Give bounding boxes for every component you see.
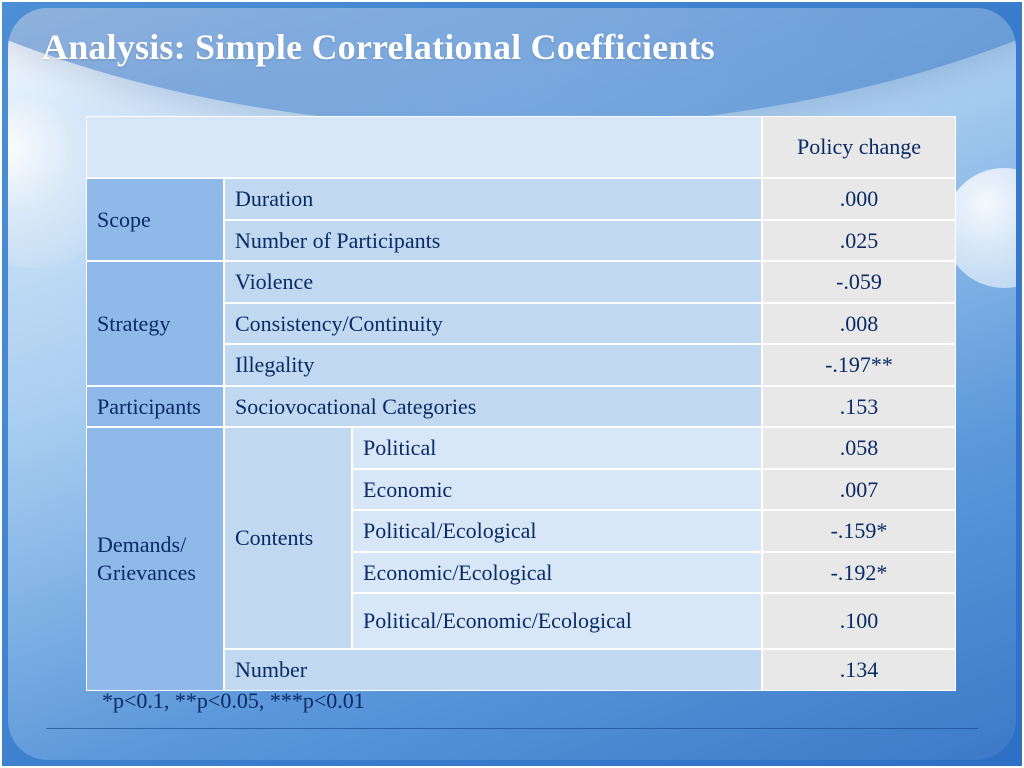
row-label: Number of Participants — [224, 220, 762, 262]
row-value: -.159* — [762, 510, 956, 552]
category-scope: Scope — [86, 178, 224, 261]
row-value: .153 — [762, 386, 956, 428]
correlation-table: Policy change Scope Duration .000 Number… — [86, 116, 956, 691]
row-value: .008 — [762, 303, 956, 345]
row-value: .134 — [762, 649, 956, 691]
row-label: Violence — [224, 261, 762, 303]
row-value: -.192* — [762, 552, 956, 594]
slide: Analysis: Simple Correlational Coefficie… — [0, 0, 1024, 768]
header-policy-change: Policy change — [762, 116, 956, 178]
row-label: Illegality — [224, 344, 762, 386]
table-row: Strategy Violence -.059 — [86, 261, 956, 303]
category-strategy: Strategy — [86, 261, 224, 386]
row-label: Consistency/Continuity — [224, 303, 762, 345]
row-label: Sociovocational Categories — [224, 386, 762, 428]
category-participants: Participants — [86, 386, 224, 428]
row-value: .007 — [762, 469, 956, 511]
row-label: Economic/Ecological — [352, 552, 762, 594]
row-value: .058 — [762, 427, 956, 469]
row-label: Political/Ecological — [352, 510, 762, 552]
row-label: Political — [352, 427, 762, 469]
row-value: .000 — [762, 178, 956, 220]
subcategory-contents: Contents — [224, 427, 352, 649]
slide-panel: Analysis: Simple Correlational Coefficie… — [8, 8, 1016, 760]
row-label: Duration — [224, 178, 762, 220]
significance-footnote: *p<0.1, **p<0.05, ***p<0.01 — [102, 688, 365, 714]
row-value: .100 — [762, 593, 956, 649]
divider-line — [46, 728, 978, 729]
page-title: Analysis: Simple Correlational Coefficie… — [42, 26, 715, 68]
table-row: Demands/ Grievances Contents Political .… — [86, 427, 956, 469]
row-value: -.059 — [762, 261, 956, 303]
table-row: Participants Sociovocational Categories … — [86, 386, 956, 428]
row-label: Number — [224, 649, 762, 691]
table-header-row: Policy change — [86, 116, 956, 178]
row-value: .025 — [762, 220, 956, 262]
category-demands: Demands/ Grievances — [86, 427, 224, 691]
row-label: Economic — [352, 469, 762, 511]
table-row: Scope Duration .000 — [86, 178, 956, 220]
header-blank — [86, 116, 762, 178]
row-label: Political/Economic/Ecological — [352, 593, 762, 649]
row-value: -.197** — [762, 344, 956, 386]
